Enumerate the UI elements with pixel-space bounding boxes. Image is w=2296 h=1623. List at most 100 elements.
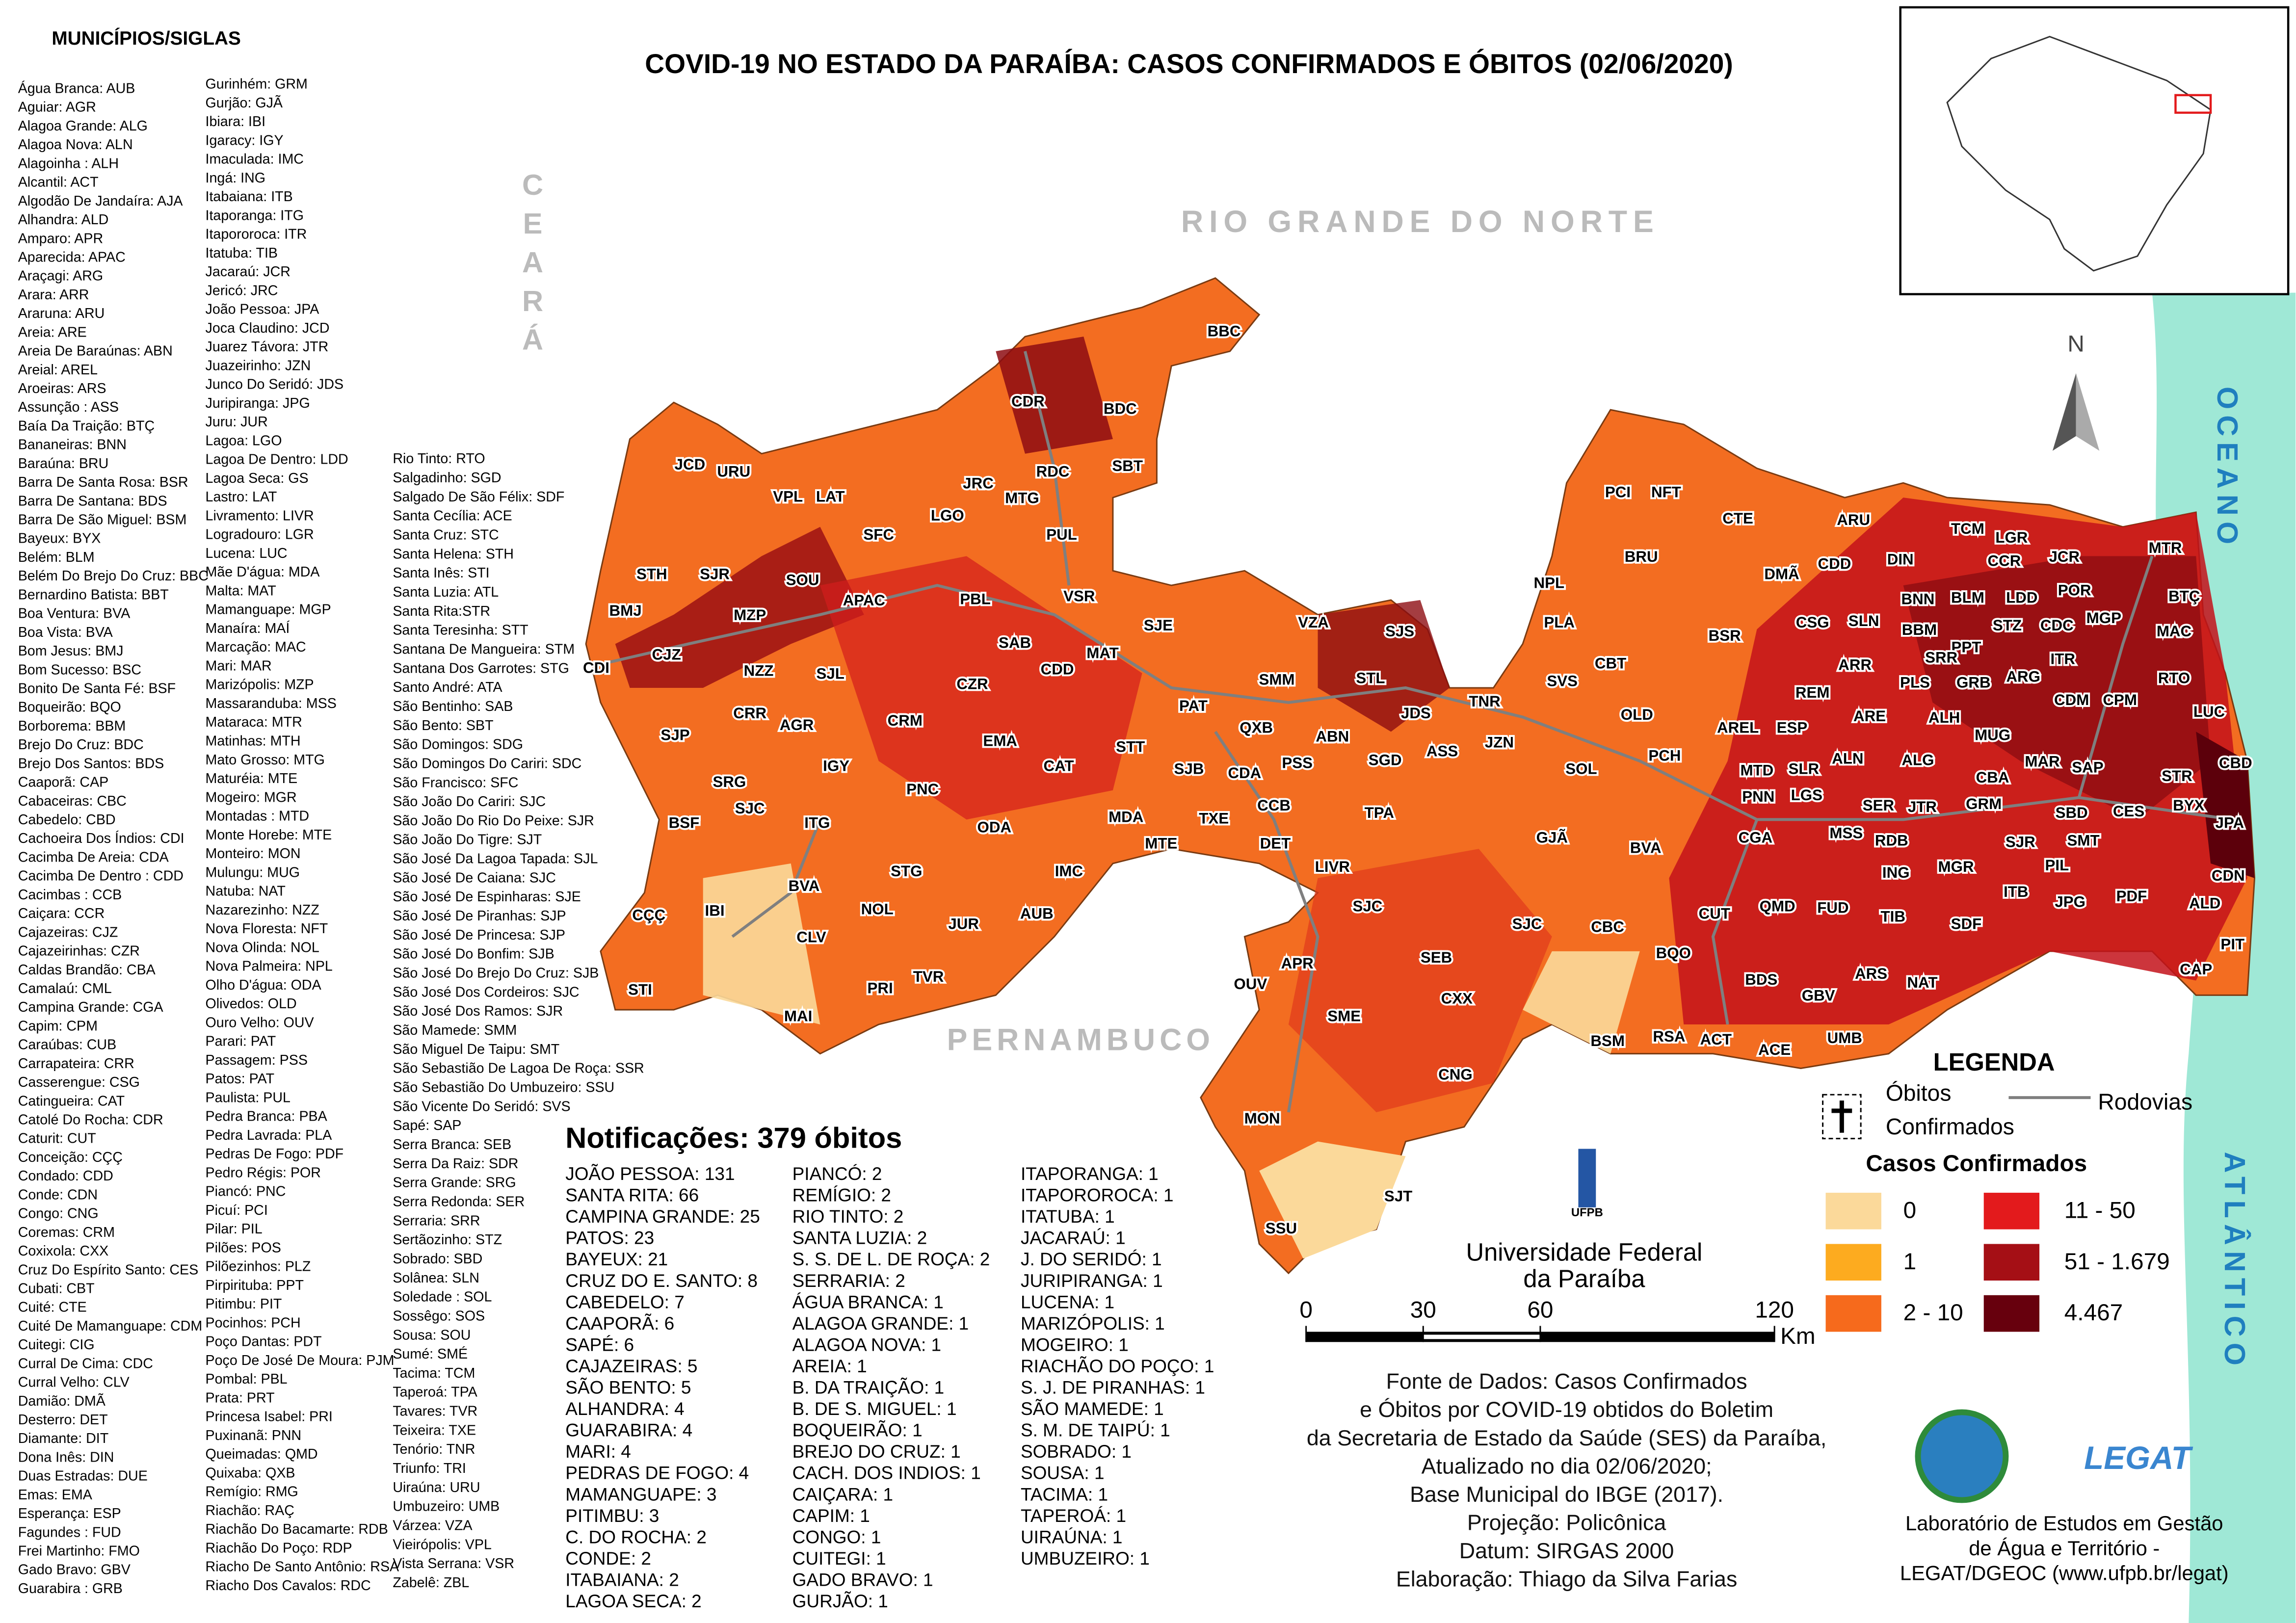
municipality-label: SOL: [1565, 760, 1597, 777]
municipality-entry: Lagoa Seca: GS: [206, 471, 309, 486]
municipality-entry: Logradouro: LGR: [206, 527, 314, 543]
notification-entry: SOBRADO: 1: [1021, 1441, 1132, 1462]
notification-entry: CAPIM: 1: [792, 1506, 870, 1526]
municipality-entry: Belém Do Brejo Do Cruz: BBC: [18, 568, 209, 584]
municipality-entry: João Pessoa: JPA: [206, 302, 320, 317]
municipality-label: TIB: [1881, 908, 1905, 925]
municipality-entry: Tavares: TVR: [393, 1404, 477, 1419]
municipality-label: REM: [1795, 684, 1830, 701]
municipality-entry: Bom Jesus: BMJ: [18, 643, 124, 659]
notification-entry: ALAGOA NOVA: 1: [792, 1335, 941, 1355]
municipality-entry: Capim: CPM: [18, 1018, 98, 1034]
ocean-name: OCEANO: [2211, 387, 2244, 550]
legend-label: 2 - 10: [1903, 1300, 1963, 1326]
municipality-label: STZ: [1993, 617, 2022, 634]
municipality-entry: Curral Velho: CLV: [18, 1375, 130, 1390]
notification-entry: UIRAÚNA: 1: [1021, 1527, 1122, 1547]
source-line: e Óbitos por COVID-19 obtidos do Boletim: [1360, 1397, 1773, 1422]
institution-name: Universidade Federal: [1466, 1238, 1703, 1266]
municipality-entry: Santa Luzia: ATL: [393, 584, 499, 600]
municipality-label: CNG: [1438, 1066, 1473, 1083]
municipality-entry: Santa Rita:STR: [393, 603, 490, 619]
municipality-label: MTE: [1145, 835, 1177, 852]
municipality-entry: Sobrado: SBD: [393, 1251, 482, 1267]
municipality-entry: São José Do Brejo Do Cruz: SJB: [393, 966, 599, 981]
notification-entry: B. DA TRAIÇÃO: 1: [792, 1378, 945, 1398]
municipality-entry: Mãe D'água: MDA: [206, 564, 320, 580]
municipality-label: BVA: [789, 877, 820, 894]
state-outline: [585, 277, 2256, 1275]
municipality-entry: São Sebastião Do Umbuzeiro: SSU: [393, 1080, 614, 1096]
municipality-entry: Mogeiro: MGR: [206, 789, 297, 805]
municipality-entry: Sumé: SMÉ: [393, 1346, 468, 1362]
scale-tick-label: 120: [1755, 1297, 1794, 1323]
municipality-entry: Araruna: ARU: [18, 306, 105, 321]
road: [1024, 351, 1071, 586]
notification-entry: TACIMA: 1: [1021, 1484, 1108, 1504]
legend-label: Óbitos: [1886, 1080, 1952, 1105]
municipality-entry: Parari: PAT: [206, 1034, 276, 1049]
municipality-label: ARG: [2006, 668, 2040, 685]
legend-label: 51 - 1.679: [2064, 1249, 2170, 1275]
municipality-label: SRR: [1925, 649, 1957, 666]
inset-highlight: [2174, 94, 2212, 114]
municipality-entry: Matinhas: MTH: [206, 733, 301, 749]
municipality-label: JCD: [675, 456, 706, 473]
municipality-label: TXE: [1199, 810, 1229, 827]
notification-entry: PEDRAS DE FOGO: 4: [565, 1463, 749, 1483]
municipality-label: VSR: [1063, 587, 1095, 604]
municipality-label: ARU: [1837, 511, 1870, 528]
municipality-label: STL: [1356, 669, 1385, 686]
municipality-entry: Aparecida: APAC: [18, 249, 126, 265]
legend-label: Rodovias: [2098, 1089, 2192, 1114]
municipality-label: MSS: [1829, 825, 1863, 842]
municipality-label: BQO: [1656, 944, 1691, 962]
municipality-entry: Santa Inês: STI: [393, 565, 489, 581]
municipality-entry: Marizópolis: MZP: [206, 677, 314, 693]
source-line: Fonte de Dados: Casos Confirmados: [1386, 1369, 1747, 1394]
municipality-label: SBD: [2056, 804, 2088, 821]
source-line: da Secretaria de Estado da Saúde (SES) d…: [1307, 1426, 1826, 1450]
municipality-label: RSA: [1653, 1028, 1685, 1045]
municipality-entry: Alhandra: ALD: [18, 212, 109, 228]
municipality-label: VZA: [1298, 614, 1329, 631]
legend-label: 4.467: [2064, 1300, 2123, 1326]
municipality-label: TVR: [913, 968, 944, 985]
municipality-label: MAI: [784, 1007, 812, 1024]
municipality-entry: Passagem: PSS: [206, 1052, 308, 1068]
road: [731, 819, 822, 938]
municipality-label: AGR: [780, 716, 814, 733]
notification-entry: CACH. DOS INDIOS: 1: [792, 1463, 981, 1483]
municipality-entry: Mamanguape: MGP: [206, 602, 331, 618]
municipality-label: SJR: [2006, 833, 2035, 850]
municipality-entry: Caldas Brandão: CBA: [18, 962, 156, 978]
municipality-label: ALH: [1928, 709, 1960, 726]
municipality-label: CBD: [2219, 754, 2252, 771]
municipality-entry: Princesa Isabel: PRI: [206, 1409, 333, 1425]
municipality-entry: Juru: JUR: [206, 414, 268, 430]
municipality-label: NAT: [1907, 974, 1937, 991]
municipality-label: CBC: [1591, 918, 1624, 935]
legend-swatch: [1825, 1193, 1881, 1230]
municipality-entry: Gurjão: GJÃ: [206, 94, 283, 111]
legend-swatch: [1825, 1244, 1881, 1281]
municipality-entry: Cuitegi: CIG: [18, 1337, 95, 1353]
notification-entry: MARI: 4: [565, 1441, 631, 1462]
municipality-entry: Várzea: VZA: [393, 1518, 473, 1534]
notification-entry: MOGEIRO: 1: [1021, 1335, 1129, 1355]
notification-entry: CABEDELO: 7: [565, 1292, 684, 1312]
municipality-label: SVS: [1547, 672, 1578, 689]
notification-entry: GUARABIRA: 4: [565, 1420, 692, 1440]
municipality-label: IGY: [823, 757, 849, 774]
municipality-entry: Alagoinha : ALH: [18, 156, 119, 171]
municipality-label: MZP: [734, 606, 766, 624]
municipality-label: ARS: [1855, 965, 1887, 982]
notification-entry: C. DO ROCHA: 2: [565, 1527, 707, 1547]
municipality-label: JCR: [2049, 548, 2080, 565]
municipality-label: PBL: [960, 590, 991, 607]
municipality-entry: Boa Ventura: BVA: [18, 606, 131, 622]
notification-entry: CAJAZEIRAS: 5: [565, 1356, 697, 1376]
notification-entry: ÁGUA BRANCA: 1: [792, 1292, 944, 1312]
scale-bar-segment: [1423, 1335, 1540, 1339]
